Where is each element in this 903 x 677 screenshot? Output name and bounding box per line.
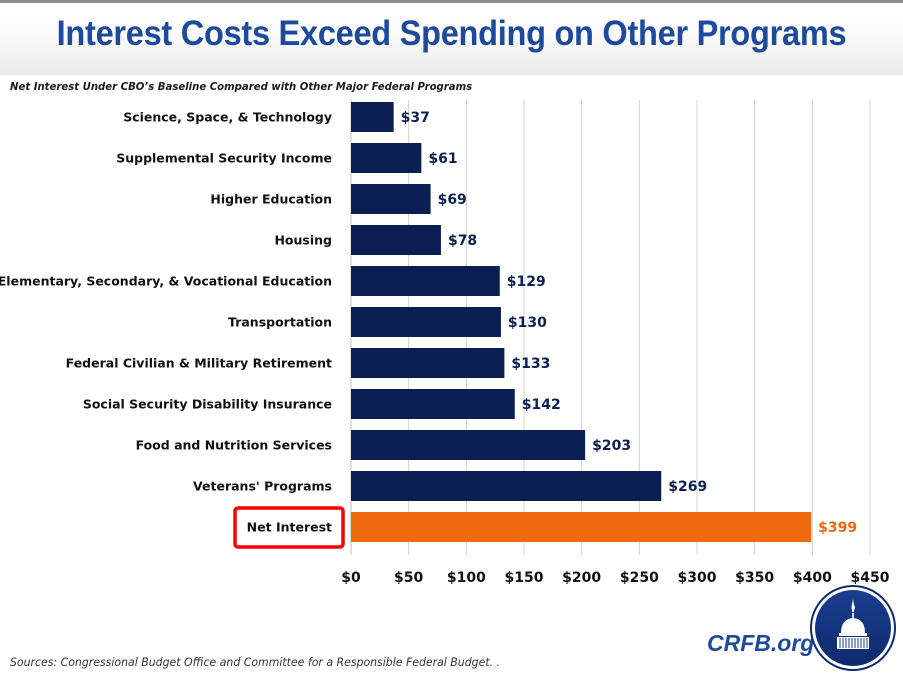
value-labels: $37 $61 $69 $78 $129 $130 $133 $142 $203 $269 $399 [401,110,857,536]
x-tick-label: $100 [447,570,486,586]
category-label: Social Security Disability Insurance [83,397,332,412]
x-tick-label: $450 [851,570,890,586]
category-label: Net Interest [247,520,332,535]
bar [351,225,441,255]
value-label: $129 [507,274,546,290]
x-axis-tick-labels: $0 $50 $100 $150 $200 $250 $300 $350 $400 $450 [341,570,889,586]
x-tick-label: $350 [735,570,774,586]
bar [351,348,505,378]
bars [351,102,812,542]
bar [351,471,662,501]
category-label: Housing [274,233,332,248]
brand-link[interactable]: CRFB.org [707,630,815,656]
bar [351,389,515,419]
value-label: $269 [668,479,707,495]
value-label: $130 [508,315,547,331]
value-label: $78 [448,233,477,249]
value-label: $142 [522,397,561,413]
highlight-box [233,506,345,549]
x-tick-label: $250 [620,570,659,586]
category-label: Food and Nutrition Services [136,438,332,453]
bar-chart: Science, Space, & Technology Supplemental… [0,100,890,586]
category-label: Science, Space, & Technology [123,110,332,125]
bar [351,184,431,214]
x-tick-label: $400 [793,570,832,586]
x-tick-label: $150 [505,570,544,586]
bar [351,143,422,173]
category-label: Higher Education [210,192,332,207]
category-label: Transportation [228,315,332,330]
value-label: $69 [438,192,467,208]
x-tick-label: $300 [678,570,717,586]
bar [351,266,500,296]
bar [351,307,501,337]
bar [351,512,812,542]
category-label: Supplemental Security Income [116,151,332,166]
x-tick-label: $50 [394,570,423,586]
header-band [0,3,903,75]
page-title: Interest Costs Exceed Spending on Other … [56,14,847,53]
value-label: $61 [428,151,457,167]
category-label: Federal Civilian & Military Retirement [66,356,332,371]
capitol-dome-icon [810,585,896,671]
category-label: Elementary, Secondary, & Vocational Educ… [0,274,332,289]
value-label: $37 [401,110,430,126]
bar [351,102,394,132]
top-border [0,0,903,3]
category-labels: Science, Space, & Technology Supplemental… [0,110,332,535]
category-label: Veterans' Programs [193,479,332,494]
bar [351,430,586,460]
value-label: $203 [592,438,631,454]
value-label: $133 [511,356,550,372]
chart-subtitle: Net Interest Under CBO’s Baseline Compar… [10,80,473,93]
x-tick-label: $200 [562,570,601,586]
source-note: Sources: Congressional Budget Office and… [10,655,501,669]
x-tick-label: $0 [341,570,361,586]
value-label: $399 [818,520,857,536]
